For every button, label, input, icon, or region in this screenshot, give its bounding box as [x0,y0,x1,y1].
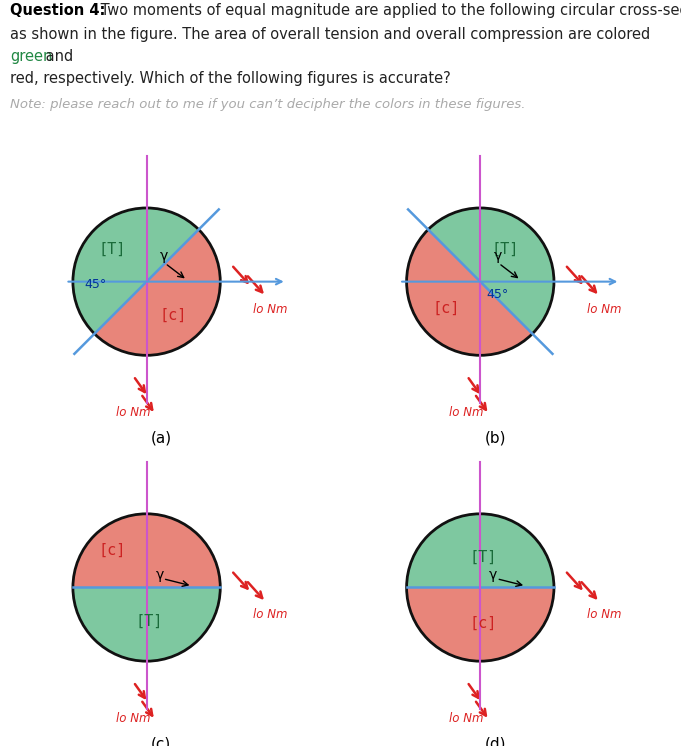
Wedge shape [73,514,220,588]
Text: [c]: [c] [469,616,496,631]
Text: (d): (d) [484,736,506,746]
Text: as shown in the figure. The area of overall tension and overall compression are : as shown in the figure. The area of over… [10,27,655,42]
Text: lo Nm: lo Nm [587,303,622,316]
Text: 45°: 45° [84,278,106,290]
Text: γ: γ [489,568,497,582]
Text: green: green [10,49,52,64]
Text: and: and [41,49,74,64]
Wedge shape [407,514,554,588]
Text: γ: γ [160,248,168,263]
Text: lo Nm: lo Nm [253,303,288,316]
Text: lo Nm: lo Nm [253,609,288,621]
Text: lo Nm: lo Nm [449,406,484,419]
Text: [c]: [c] [160,308,187,323]
Text: Two moments of equal magnitude are applied to the following circular cross-secti: Two moments of equal magnitude are appli… [96,3,681,18]
Text: lo Nm: lo Nm [587,609,622,621]
Wedge shape [95,230,220,355]
Text: red, respectively. Which of the following figures is accurate?: red, respectively. Which of the followin… [10,72,451,87]
Wedge shape [73,208,199,333]
Text: [T]: [T] [136,614,163,629]
Text: (a): (a) [151,430,172,445]
Text: [c]: [c] [99,542,126,557]
Text: γ: γ [494,248,502,263]
Text: (b): (b) [484,430,506,445]
Text: lo Nm: lo Nm [116,712,150,724]
Text: γ: γ [155,568,163,582]
Text: Note: please reach out to me if you can’t decipher the colors in these figures.: Note: please reach out to me if you can’… [10,98,526,110]
Text: [T]: [T] [491,242,519,257]
Text: [T]: [T] [99,242,126,257]
Text: [T]: [T] [469,550,496,565]
Wedge shape [428,208,554,333]
Text: lo Nm: lo Nm [449,712,484,724]
Wedge shape [407,230,533,355]
Text: lo Nm: lo Nm [116,406,150,419]
Wedge shape [73,588,220,661]
Text: [c]: [c] [432,301,460,316]
Wedge shape [407,588,554,661]
Text: Question 4:: Question 4: [10,3,106,18]
Text: (c): (c) [151,736,172,746]
Text: 45°: 45° [486,288,509,301]
